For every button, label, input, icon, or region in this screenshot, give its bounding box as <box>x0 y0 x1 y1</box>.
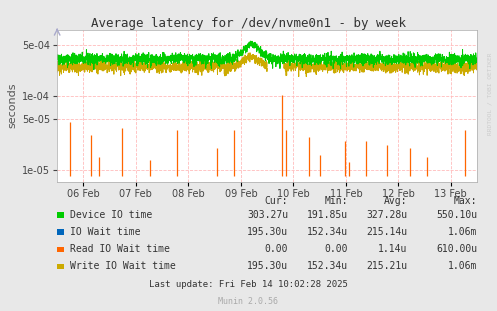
Text: Max:: Max: <box>454 196 477 206</box>
Text: 152.34u: 152.34u <box>307 227 348 237</box>
Text: 550.10u: 550.10u <box>436 210 477 220</box>
Text: IO Wait time: IO Wait time <box>70 227 140 237</box>
Text: Avg:: Avg: <box>384 196 408 206</box>
Text: 327.28u: 327.28u <box>366 210 408 220</box>
Text: Min:: Min: <box>325 196 348 206</box>
Text: Munin 2.0.56: Munin 2.0.56 <box>219 297 278 306</box>
Text: Cur:: Cur: <box>265 196 288 206</box>
Y-axis label: seconds: seconds <box>8 83 18 128</box>
Text: 215.21u: 215.21u <box>366 261 408 271</box>
Text: Write IO Wait time: Write IO Wait time <box>70 261 175 271</box>
Text: 303.27u: 303.27u <box>247 210 288 220</box>
Text: 195.30u: 195.30u <box>247 227 288 237</box>
Text: Read IO Wait time: Read IO Wait time <box>70 244 169 254</box>
Text: 1.06m: 1.06m <box>448 261 477 271</box>
Text: 215.14u: 215.14u <box>366 227 408 237</box>
Text: Average latency for /dev/nvme0n1 - by week: Average latency for /dev/nvme0n1 - by we… <box>91 17 406 30</box>
Text: 0.00: 0.00 <box>265 244 288 254</box>
Text: RRDTOOL / TOBI OETIKER: RRDTOOL / TOBI OETIKER <box>487 52 492 135</box>
Text: 195.30u: 195.30u <box>247 261 288 271</box>
Text: 610.00u: 610.00u <box>436 244 477 254</box>
Text: 191.85u: 191.85u <box>307 210 348 220</box>
Text: Device IO time: Device IO time <box>70 210 152 220</box>
Text: 152.34u: 152.34u <box>307 261 348 271</box>
Text: Last update: Fri Feb 14 10:02:28 2025: Last update: Fri Feb 14 10:02:28 2025 <box>149 280 348 289</box>
Text: 1.14u: 1.14u <box>378 244 408 254</box>
Text: 1.06m: 1.06m <box>448 227 477 237</box>
Text: 0.00: 0.00 <box>325 244 348 254</box>
